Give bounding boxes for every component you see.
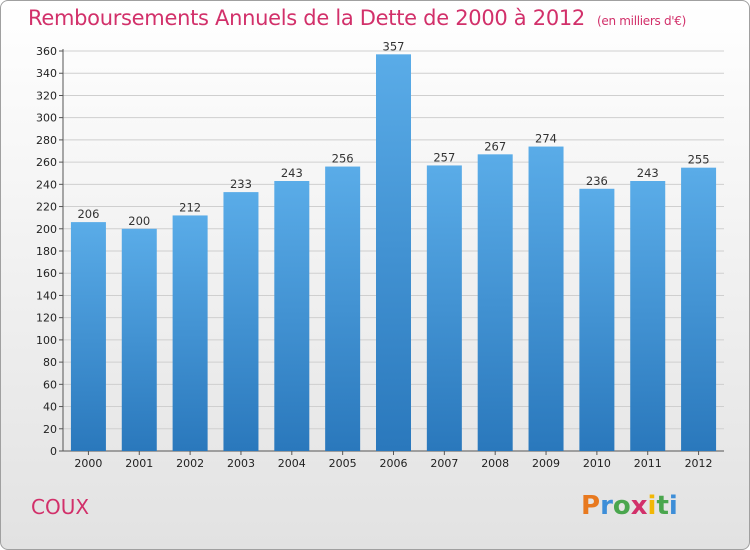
y-tick-label: 180 [36, 245, 57, 258]
y-tick-label: 220 [36, 201, 57, 214]
bar-2011 [630, 181, 666, 451]
x-tick-label-2008: 2008 [481, 457, 509, 470]
chart-title-text: Remboursements Annuels de la Dette de 20… [28, 6, 585, 30]
bar-2009 [528, 146, 564, 452]
x-tick-label-2006: 2006 [380, 457, 408, 470]
logo-letter: i [647, 491, 657, 521]
bar-2000 [70, 222, 106, 451]
x-tick-label-2012: 2012 [685, 457, 713, 470]
y-tick-label: 320 [36, 89, 57, 102]
bar-2008 [477, 154, 513, 452]
bar-2003 [223, 192, 259, 451]
y-tick-label: 240 [36, 178, 57, 191]
data-label-2008: 267 [484, 139, 506, 153]
logo-letter: i [668, 491, 678, 521]
data-label-2001: 200 [128, 214, 150, 228]
logo-letter: o [612, 491, 631, 521]
y-tick-label: 140 [36, 289, 57, 302]
bar-2006 [376, 54, 411, 451]
y-tick-labels: 0 20 40 60 80 100 120 140 160 180 200 220 240 260 280 3… [36, 45, 57, 458]
y-tick-label: 300 [36, 112, 57, 125]
x-tick-label-2001: 2001 [125, 457, 153, 470]
y-tick-label: 160 [36, 267, 57, 280]
x-tick-labels: 2000 2001 2002 2003 2004 2005 2006 2007 2008 2009… [74, 457, 712, 470]
bar-2010 [579, 188, 615, 451]
bar-2007 [426, 165, 462, 451]
y-tick-label: 120 [36, 312, 57, 325]
data-label-2002: 212 [179, 200, 201, 214]
chart-title: Remboursements Annuels de la Dette de 20… [28, 6, 686, 30]
y-tick-label: 40 [43, 401, 57, 414]
y-tick-label: 80 [43, 356, 57, 369]
logo-letter: x [630, 491, 648, 521]
data-label-2009: 274 [535, 132, 557, 146]
logo-letter: r [600, 491, 613, 521]
y-tick-label: 0 [50, 445, 57, 458]
y-tick-label: 100 [36, 334, 57, 347]
data-label-2000: 206 [77, 207, 99, 221]
data-label-2005: 256 [332, 152, 354, 166]
x-tick-label-2009: 2009 [532, 457, 560, 470]
data-label-2006: 357 [383, 39, 405, 53]
bar-2012 [681, 167, 717, 451]
data-label-2004: 243 [281, 166, 303, 180]
chart-unit-label: (en milliers d'€) [597, 14, 687, 28]
x-tick-label-2000: 2000 [74, 457, 102, 470]
data-label-2007: 257 [433, 150, 455, 164]
data-label-2003: 233 [230, 177, 252, 191]
x-tick-label-2011: 2011 [634, 457, 662, 470]
data-label-2012: 255 [688, 153, 710, 167]
y-tick-label: 280 [36, 134, 57, 147]
x-tick-label-2007: 2007 [430, 457, 458, 470]
data-label-2010: 236 [586, 174, 608, 188]
y-tick-label: 360 [36, 45, 57, 58]
y-tick-label: 260 [36, 156, 57, 169]
y-tick-label: 20 [43, 423, 57, 436]
bar-2005 [325, 166, 361, 452]
bars [70, 54, 717, 452]
x-tick-label-2004: 2004 [278, 457, 306, 470]
y-tick-label: 60 [43, 378, 57, 391]
bar-2004 [274, 181, 310, 451]
proxiti-logo: Proxiti [581, 491, 678, 521]
x-tick-label-2005: 2005 [329, 457, 357, 470]
y-tick-label: 340 [36, 67, 57, 80]
bar-2002 [172, 215, 208, 451]
logo-letter: t [656, 491, 669, 521]
commune-name: COUX [31, 495, 90, 519]
y-tick-label: 200 [36, 223, 57, 236]
logo-letter: P [581, 491, 601, 521]
data-labels: 206 200 212 233 243 256 357 257 267 274 236 243 255 [77, 39, 709, 227]
x-tick-label-2010: 2010 [583, 457, 611, 470]
x-tick-label-2003: 2003 [227, 457, 255, 470]
data-label-2011: 243 [637, 166, 659, 180]
bar-2001 [121, 228, 157, 451]
x-tick-label-2002: 2002 [176, 457, 204, 470]
